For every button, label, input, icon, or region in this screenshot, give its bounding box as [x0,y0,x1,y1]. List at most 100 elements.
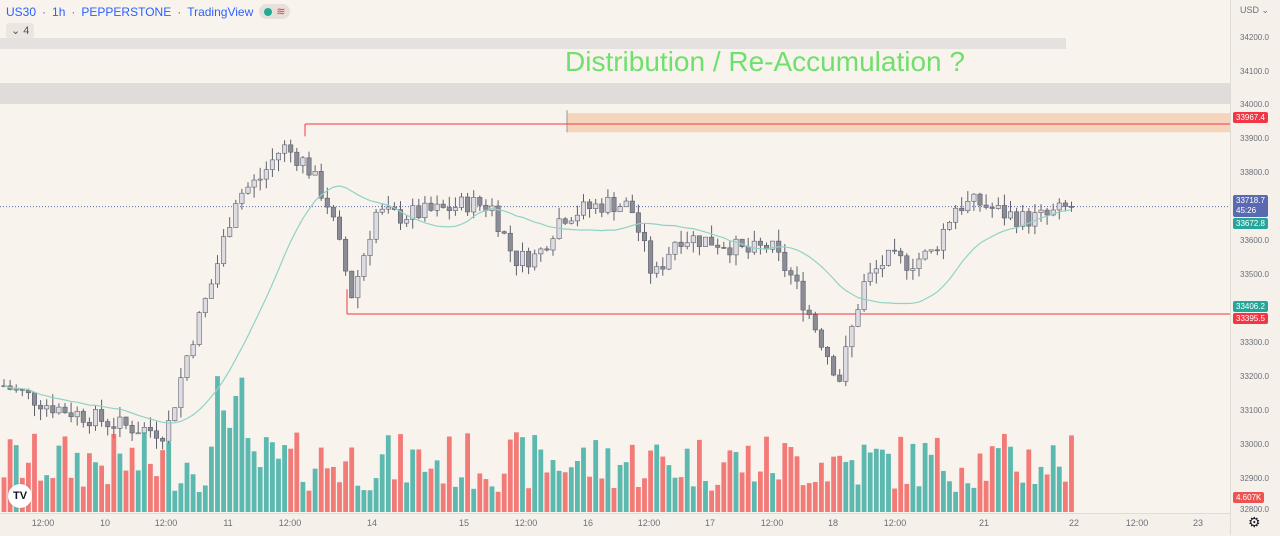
candle [648,240,654,274]
volume-bar [135,470,141,512]
candle [86,422,92,427]
volume-bar [532,435,538,512]
candle [458,196,464,208]
volume-bar [983,480,989,512]
symbol-label[interactable]: US30 [6,4,37,19]
candle [288,144,294,153]
gear-icon[interactable]: ⚙ [1248,514,1261,530]
volume-bar [99,465,104,512]
candle [1007,211,1013,219]
volume-bar [178,483,184,512]
volume-bar [190,474,196,512]
candle [105,421,111,428]
volume-bar [910,443,916,512]
candle [56,406,62,414]
candle [709,236,715,246]
candle [129,425,135,434]
volume-bar [129,447,135,512]
candle [397,209,403,224]
candle [879,265,885,270]
candle [593,203,599,209]
candle [867,272,873,282]
volume-bar [739,472,745,512]
candle [300,157,306,166]
price-label: 34200.0 [1240,33,1269,42]
candle [245,186,251,194]
volume-bar [44,475,50,512]
candle [855,309,861,327]
candle [1020,211,1026,227]
volume-bar [733,452,739,512]
volume-bar [703,481,708,512]
candle [446,207,452,211]
candle [538,248,544,255]
volume-bar [581,447,586,512]
candle [50,405,56,414]
last-price-tag: 33718.7 45:26 [1233,195,1268,217]
candle [892,249,898,252]
volume-bar [154,476,159,512]
interval-label[interactable]: 1h [52,4,66,19]
volume-bar [861,444,867,512]
candle [330,206,336,218]
volume-bar [392,479,397,512]
candle [62,406,68,414]
volume-bar [550,460,556,512]
volume-bar [831,456,836,512]
volume-bar [410,449,416,512]
volume-bar [715,484,721,512]
candle [1062,202,1068,207]
time-label: 12:00 [760,518,784,528]
candle [794,274,800,282]
candle [654,266,660,274]
volume-bar [141,432,147,512]
candle [1001,205,1007,219]
time-axis[interactable] [0,513,1230,536]
volume-bar [538,449,544,512]
candle [861,281,867,310]
candle [190,344,196,357]
currency-selector[interactable]: USD ⌄ [1240,5,1270,15]
indicators-toggle[interactable]: ⌄ 4 [6,23,35,38]
volume-bar [422,471,428,512]
volume-bar [782,443,788,512]
candle [178,377,184,409]
tradingview-logo-icon[interactable]: TV [8,484,32,508]
market-status-pill[interactable]: ≋ [259,4,291,19]
volume-bar [221,410,226,512]
price-label: 33600.0 [1240,236,1269,245]
volume-bar [660,456,666,512]
candle [928,249,934,252]
candle [141,427,147,434]
volume-bar [800,485,806,512]
candle [843,346,849,382]
volume-bar [489,486,495,512]
candle [940,228,946,251]
volume-bar [1050,445,1056,512]
volume-bar [93,462,98,512]
broker-label: PEPPERSTONE [81,4,172,19]
candle [1050,209,1056,216]
price-chart[interactable] [0,0,1230,513]
volume-bar [166,442,172,512]
volume-bar [7,439,13,512]
candle [605,197,611,213]
volume-bar [605,448,611,512]
price-label: 33500.0 [1240,270,1269,279]
price-axis[interactable] [1230,0,1280,535]
volume-bar [898,436,904,512]
candle [1026,211,1032,227]
time-label: 22 [1068,518,1080,528]
volume-bar [812,482,818,512]
candle [635,212,641,233]
candle [898,250,904,257]
candle [227,227,233,237]
candle [995,205,1001,209]
candle [367,238,373,256]
chart-area[interactable] [0,0,1230,513]
candle [343,239,349,272]
candle [678,241,684,247]
volume-bar [68,477,74,512]
candle [294,151,300,166]
volume-bar [343,461,348,512]
